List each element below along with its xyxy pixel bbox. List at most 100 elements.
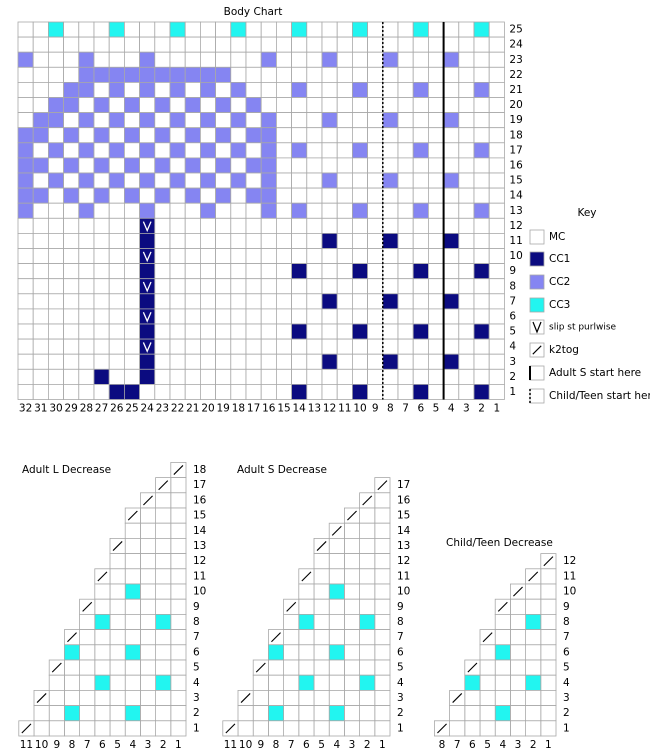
stitch-cell xyxy=(93,263,110,280)
row-label: 11 xyxy=(509,235,522,247)
row-label: 4 xyxy=(509,341,516,353)
stitch-cell xyxy=(199,187,216,204)
stitch-cell xyxy=(154,187,171,204)
key-swatch xyxy=(529,388,545,404)
stitch-cell xyxy=(109,659,126,676)
k2tog-symbol xyxy=(513,586,523,597)
stitch-cell xyxy=(170,614,187,631)
stitch-cell xyxy=(154,353,171,370)
stitch-cell xyxy=(275,51,292,68)
stitch-cell xyxy=(108,293,125,310)
stitch-cell xyxy=(124,614,141,631)
stitch-cell xyxy=(169,21,186,38)
stitch-cell xyxy=(306,97,323,114)
stitch-cell xyxy=(397,187,414,204)
stitch-cell xyxy=(252,705,269,722)
key-label: slip st purlwise xyxy=(549,323,617,333)
stitch-cell xyxy=(351,157,368,174)
row-label: 8 xyxy=(193,616,200,628)
stitch-cell xyxy=(306,127,323,144)
stitch-cell xyxy=(155,583,172,600)
stitch-cell xyxy=(108,263,125,280)
stitch-cell xyxy=(124,97,141,114)
stitch-cell xyxy=(260,202,277,219)
stitch-cell xyxy=(313,614,330,631)
stitch-cell xyxy=(32,232,49,249)
stitch-cell xyxy=(351,353,368,370)
stitch-cell xyxy=(336,21,353,38)
stitch-cell xyxy=(237,720,254,737)
stitch-cell xyxy=(64,705,81,722)
stitch-cell xyxy=(215,323,232,340)
column-label: 1 xyxy=(379,739,386,751)
stitch-cell xyxy=(124,66,141,83)
stitch-cell xyxy=(449,705,466,722)
row-label: 15 xyxy=(397,510,410,522)
stitch-cell xyxy=(64,644,81,661)
stitch-cell xyxy=(283,614,300,631)
stitch-cell xyxy=(17,383,34,400)
stitch-cell xyxy=(275,82,292,98)
stitch-cell xyxy=(343,614,360,631)
k2tog-symbol xyxy=(97,571,108,582)
stitch-cell xyxy=(351,21,368,38)
row-label: 2 xyxy=(509,371,516,383)
stitch-cell xyxy=(397,172,414,189)
stitch-cell xyxy=(540,644,557,661)
stitch-cell xyxy=(458,383,475,400)
stitch-cell xyxy=(169,36,186,53)
column-label: 28 xyxy=(80,403,93,415)
stitch-cell xyxy=(367,323,384,340)
stitch-cell xyxy=(78,293,95,310)
stitch-cell xyxy=(170,553,187,570)
row-label: 5 xyxy=(397,662,404,674)
stitch-cell xyxy=(336,127,353,144)
stitch-cell xyxy=(48,51,65,68)
stitch-cell xyxy=(184,308,201,325)
stitch-cell xyxy=(17,368,34,385)
stitch-cell xyxy=(374,659,391,676)
column-label: 14 xyxy=(293,403,307,415)
stitch-cell xyxy=(78,202,95,219)
stitch-cell xyxy=(494,674,511,691)
stitch-cell xyxy=(275,97,292,114)
stitch-cell xyxy=(215,263,232,280)
stitch-cell xyxy=(78,36,95,53)
stitch-cell xyxy=(184,142,201,159)
stitch-cell xyxy=(321,172,338,189)
stitch-cell xyxy=(336,157,353,174)
stitch-cell xyxy=(328,568,345,585)
stitch-cell xyxy=(473,353,490,370)
column-label: 9 xyxy=(53,739,60,751)
stitch-cell xyxy=(397,112,414,129)
stitch-cell xyxy=(336,248,353,265)
column-label: 2 xyxy=(530,739,537,751)
stitch-cell xyxy=(199,36,216,53)
stitch-cell xyxy=(458,323,475,340)
stitch-cell xyxy=(291,66,308,83)
column-label: 3 xyxy=(349,739,356,751)
stitch-cell xyxy=(124,368,141,385)
column-label: 5 xyxy=(318,739,325,751)
stitch-cell xyxy=(509,644,526,661)
stitch-cell xyxy=(328,614,345,631)
stitch-cell xyxy=(78,97,95,114)
stitch-cell xyxy=(397,308,414,325)
stitch-cell xyxy=(374,598,391,615)
stitch-cell xyxy=(473,36,490,53)
stitch-cell xyxy=(412,263,429,280)
stitch-cell xyxy=(449,720,466,737)
key-label: Child/Teen start here xyxy=(549,390,650,402)
stitch-cell xyxy=(32,383,49,400)
stitch-cell xyxy=(237,705,254,722)
row-label: 8 xyxy=(509,280,516,292)
stitch-cell xyxy=(427,293,444,310)
stitch-cell xyxy=(283,659,300,676)
key-label: k2tog xyxy=(549,344,579,356)
stitch-cell xyxy=(64,674,81,691)
stitch-cell xyxy=(184,323,201,340)
column-label: 2 xyxy=(160,739,167,751)
stitch-cell xyxy=(291,383,308,400)
key-label: CC1 xyxy=(549,253,570,265)
k2tog-symbol xyxy=(437,723,447,734)
